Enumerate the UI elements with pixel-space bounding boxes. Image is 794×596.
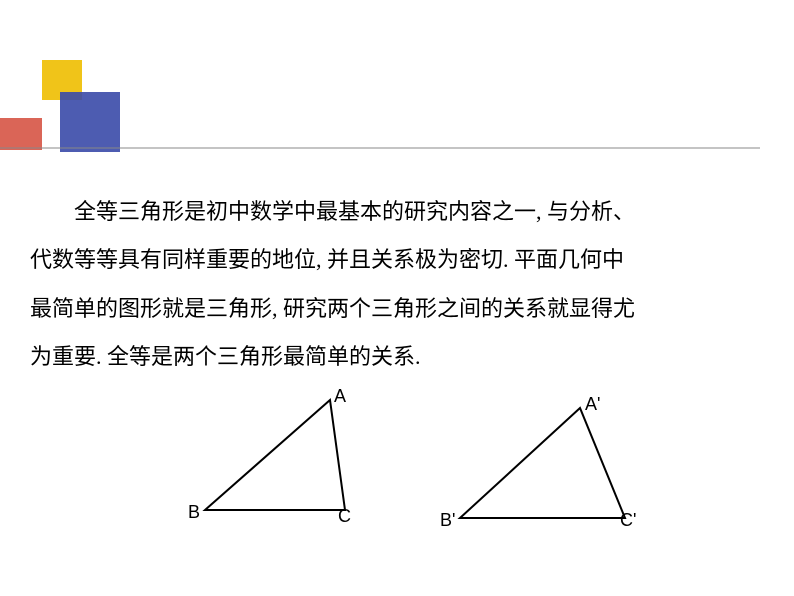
header-decoration <box>0 60 794 170</box>
red-square <box>0 118 42 150</box>
triangle-abc <box>205 400 345 510</box>
label-c: C <box>338 506 351 526</box>
text-line-3: 最简单的图形就是三角形, 研究两个三角形之间的关系就显得尤 <box>30 285 764 333</box>
body-text: 全等三角形是初中数学中最基本的研究内容之一, 与分析、 代数等等具有同样重要的地… <box>30 188 764 382</box>
blue-square <box>60 92 120 152</box>
label-b: B <box>188 502 200 522</box>
text-line-1: 全等三角形是初中数学中最基本的研究内容之一, 与分析、 <box>30 188 764 236</box>
text-line-4: 为重要. 全等是两个三角形最简单的关系. <box>30 333 764 381</box>
triangle-diagrams: A B C A' B' C' <box>0 380 794 560</box>
text-line-2: 代数等等具有同样重要的地位, 并且关系极为密切. 平面几何中 <box>30 236 764 284</box>
triangle-abc-prime <box>460 408 625 518</box>
label-a: A <box>334 386 346 406</box>
label-c-prime: C' <box>620 510 636 530</box>
label-b-prime: B' <box>440 510 455 530</box>
label-a-prime: A' <box>585 394 600 414</box>
